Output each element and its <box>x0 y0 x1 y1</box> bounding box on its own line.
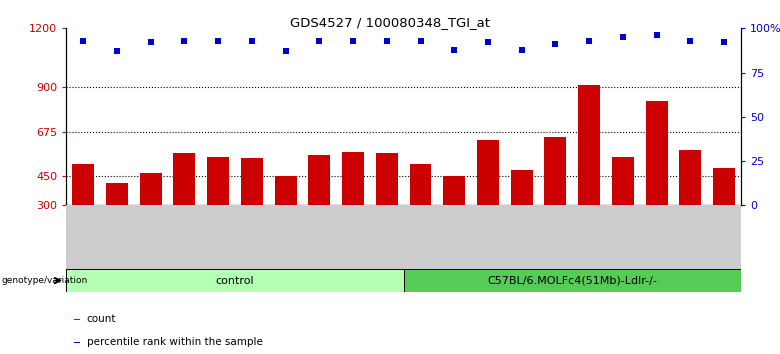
Point <box>144 40 157 45</box>
Text: count: count <box>87 314 116 324</box>
Bar <box>74 342 80 343</box>
Point <box>347 38 360 44</box>
Bar <box>713 168 735 264</box>
Bar <box>477 141 499 264</box>
Point <box>313 38 325 44</box>
Bar <box>544 137 566 264</box>
Bar <box>241 158 263 264</box>
Bar <box>66 269 404 292</box>
Point <box>448 47 460 52</box>
Bar <box>376 153 398 264</box>
Point <box>381 38 393 44</box>
Text: control: control <box>215 275 254 286</box>
Point <box>718 40 730 45</box>
Point <box>516 47 528 52</box>
Text: genotype/variation: genotype/variation <box>2 276 87 285</box>
Point <box>178 38 190 44</box>
Bar <box>578 85 600 264</box>
Bar <box>404 269 741 292</box>
Point <box>77 38 90 44</box>
Bar <box>275 176 296 264</box>
Point <box>482 40 495 45</box>
Point <box>617 34 629 40</box>
Text: GDS4527 / 100080348_TGI_at: GDS4527 / 100080348_TGI_at <box>290 16 490 29</box>
Bar <box>173 153 195 264</box>
Text: C57BL/6.MOLFc4(51Mb)-Ldlr-/-: C57BL/6.MOLFc4(51Mb)-Ldlr-/- <box>488 275 658 286</box>
Point <box>279 48 292 54</box>
Bar <box>73 164 94 264</box>
Bar <box>612 157 634 264</box>
Text: percentile rank within the sample: percentile rank within the sample <box>87 337 263 347</box>
Point <box>212 38 225 44</box>
Bar <box>342 152 364 264</box>
Point <box>111 48 123 54</box>
Bar <box>74 319 80 320</box>
Bar <box>511 170 533 264</box>
Bar <box>646 101 668 264</box>
Bar <box>106 183 128 264</box>
Point <box>246 38 258 44</box>
Point <box>684 38 697 44</box>
Bar <box>679 150 701 264</box>
Bar <box>140 173 161 264</box>
Bar <box>443 176 465 264</box>
Point <box>549 41 562 47</box>
Point <box>583 38 595 44</box>
Bar <box>207 157 229 264</box>
Point <box>651 33 663 38</box>
Bar <box>410 164 431 264</box>
Point <box>414 38 427 44</box>
Bar <box>308 155 330 264</box>
